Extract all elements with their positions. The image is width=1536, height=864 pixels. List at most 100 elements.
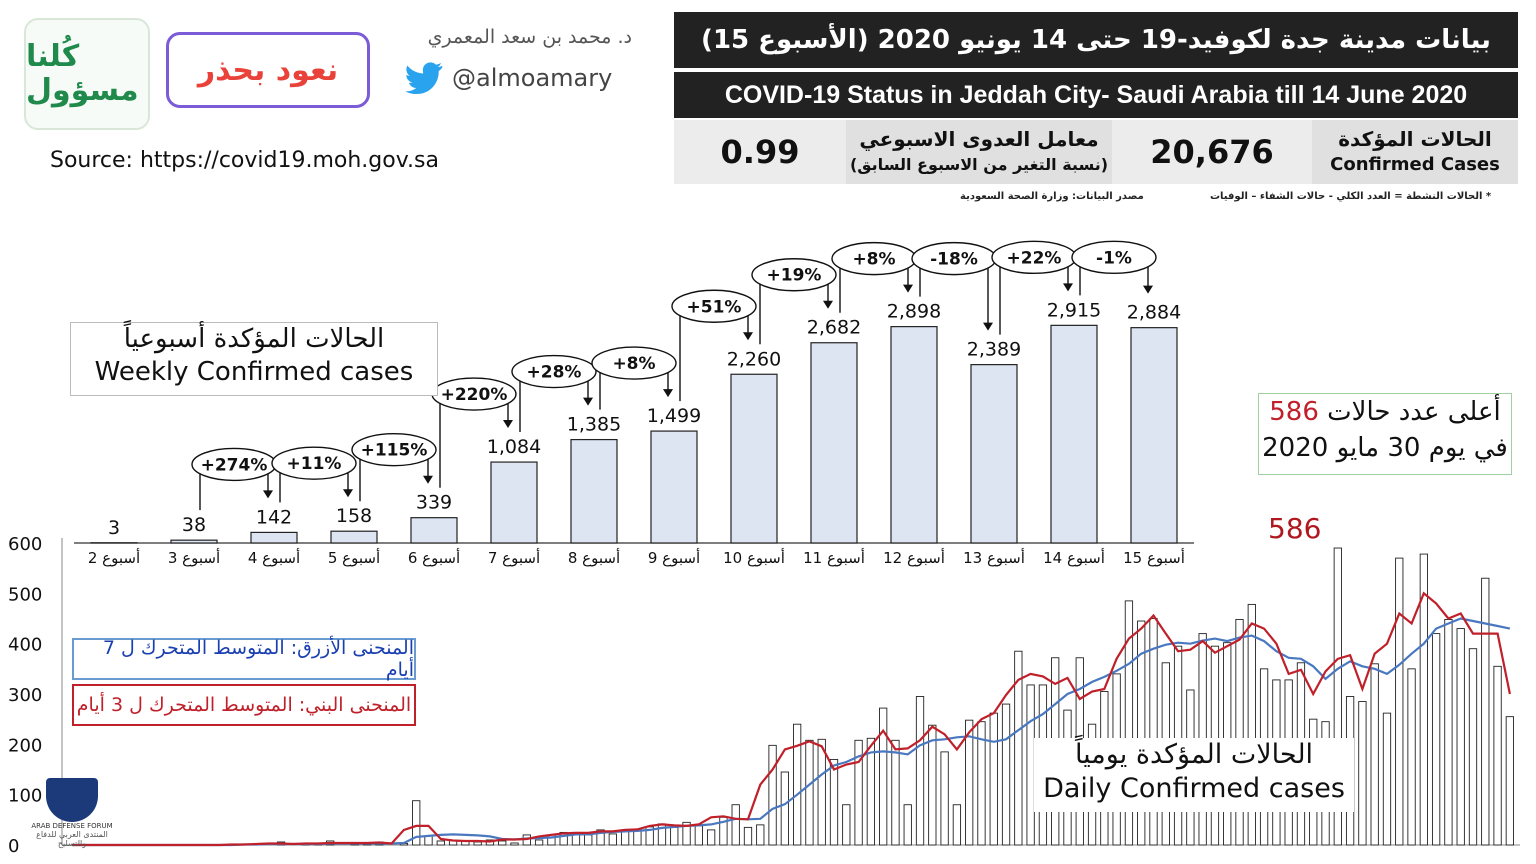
- daily-bar: [731, 804, 740, 846]
- daily-title-en: Daily Confirmed cases: [1043, 773, 1345, 804]
- moving-avg-3-line: [72, 591, 1511, 847]
- change-arrow-icon: [1143, 285, 1153, 294]
- shield-icon: [46, 778, 98, 822]
- confirmed-label-ar: الحالات المؤكدة: [1338, 127, 1492, 151]
- daily-y-tick-label: 200: [8, 735, 42, 756]
- change-arrow-icon: [263, 490, 273, 499]
- change-bubble: [671, 289, 757, 323]
- change-label: +8%: [612, 354, 655, 374]
- change-label: +115%: [361, 441, 428, 461]
- weekly-title-box: الحالات المؤكدة أسبوعياً Weekly Confirme…: [70, 322, 438, 396]
- change-arrow-icon: [583, 397, 593, 406]
- title-arabic: بيانات مدينة جدة لكوفيد-19 حتى 14 يونيو …: [674, 12, 1518, 68]
- weekly-value-label: 2,884: [1127, 302, 1181, 324]
- logo-text: كُلنا مسؤول: [26, 39, 139, 108]
- weekly-bar: [970, 364, 1018, 544]
- rt-label-ar: معامل العدوى الاسبوعي: [859, 127, 1099, 151]
- change-label: -18%: [930, 250, 978, 270]
- daily-bar: [608, 833, 617, 846]
- weekly-category-label: أسبوع 11: [803, 548, 865, 567]
- daily-bar: [879, 707, 888, 846]
- daily-bar: [1468, 648, 1478, 846]
- daily-bar: [1431, 633, 1441, 846]
- daily-y-tick-label: 300: [8, 685, 42, 706]
- change-bubble: [511, 354, 597, 389]
- weekly-bar: [570, 438, 618, 544]
- weekly-value-label: 2,260: [727, 348, 781, 370]
- change-arrow-icon: [663, 389, 673, 398]
- change-label: +11%: [287, 454, 342, 474]
- daily-bar: [436, 840, 445, 846]
- weekly-value-label: 1,385: [567, 414, 621, 436]
- change-arrow-icon: [343, 489, 353, 498]
- daily-bar: [977, 721, 986, 846]
- weekly-bar: [1130, 327, 1178, 544]
- daily-bar: [620, 830, 630, 846]
- daily-bar: [768, 744, 777, 846]
- daily-bar: [817, 738, 826, 846]
- daily-y-tick-label: 500: [8, 584, 42, 605]
- daily-bar: [940, 751, 949, 846]
- change-arrow-icon: [823, 300, 833, 309]
- weekly-bar: [890, 326, 938, 544]
- weekly-category-label: أسبوع 6: [408, 548, 460, 567]
- twitter-handle[interactable]: @almoamary: [404, 62, 612, 94]
- weekly-value-label: 2,389: [967, 339, 1021, 361]
- daily-bar: [928, 724, 937, 846]
- change-arrow-icon: [423, 475, 433, 484]
- weekly-category-label: أسبوع 8: [568, 548, 620, 567]
- daily-bar: [534, 839, 544, 846]
- daily-bar: [498, 840, 507, 846]
- daily-bar: [854, 739, 863, 846]
- note-source: مصدر البيانات: وزارة الصحة السعودية: [960, 191, 1144, 202]
- weekly-value-label: 339: [416, 492, 452, 514]
- weekly-category-label: أسبوع 14: [1043, 548, 1105, 567]
- confirmed-value: 20,676: [1150, 133, 1274, 171]
- change-label: +28%: [527, 363, 582, 383]
- rt-value: 0.99: [720, 133, 800, 171]
- weekly-category-label: أسبوع 3: [168, 548, 220, 567]
- legend-red: المنحنى البني: المتوسط المتحرك ل 3 أيام: [72, 684, 416, 726]
- weekly-bar: [650, 430, 698, 544]
- daily-bar: [1493, 665, 1502, 846]
- rt-label: معامل العدوى الاسبوعي (نسبة التغير من ال…: [846, 120, 1112, 184]
- daily-bar: [842, 804, 851, 846]
- daily-bar: [965, 719, 974, 846]
- change-label: +22%: [1007, 248, 1062, 268]
- change-bubble: [271, 446, 357, 480]
- daily-bar: [584, 834, 593, 846]
- weekly-bar: [330, 530, 378, 544]
- daily-bar: [510, 842, 519, 846]
- daily-bar: [1395, 557, 1404, 846]
- weekly-value-label: 158: [336, 505, 372, 527]
- watermark-line2: المنتدى العربي للدفاع والتسليح: [36, 830, 108, 848]
- weekly-category-label: أسبوع 5: [328, 548, 380, 567]
- change-bubble: [591, 346, 677, 380]
- title-english: COVID-19 Status in Jeddah City- Saudi Ar…: [674, 72, 1518, 118]
- change-arrow-icon: [503, 420, 513, 429]
- daily-bar: [1505, 716, 1514, 846]
- daily-bar: [694, 825, 703, 846]
- peak-box: أعلى عدد حالات 586 في يوم 30 مايو 2020: [1258, 393, 1512, 475]
- weekly-bar: [490, 461, 538, 544]
- daily-bar: [682, 821, 691, 846]
- weekly-value-label: 1,084: [487, 436, 541, 458]
- confirmed-label: الحالات المؤكدة Confirmed Cases: [1312, 120, 1518, 184]
- weekly-bar: [170, 539, 218, 544]
- daily-bar: [1014, 650, 1023, 846]
- daily-bar: [1444, 619, 1453, 846]
- weekly-bar: [730, 373, 778, 544]
- change-arrow-icon: [903, 284, 913, 293]
- weekly-value-label: 142: [256, 506, 292, 528]
- watermark: ARAB DEFENSE FORUM المنتدى العربي للدفاع…: [22, 778, 122, 860]
- daily-y-tick-label: 100: [8, 786, 42, 807]
- stats-row: 0.99 معامل العدوى الاسبوعي (نسبة التغير …: [674, 120, 1518, 184]
- change-label: +8%: [852, 250, 895, 270]
- weekly-value-label: 2,682: [807, 317, 861, 339]
- weekly-category-label: أسبوع 12: [883, 548, 945, 567]
- daily-y-tick-label: 600: [8, 534, 42, 555]
- daily-bar: [1456, 628, 1465, 846]
- change-label: +220%: [441, 385, 508, 405]
- daily-bar: [793, 723, 802, 846]
- daily-y-tick-label: 400: [8, 635, 42, 656]
